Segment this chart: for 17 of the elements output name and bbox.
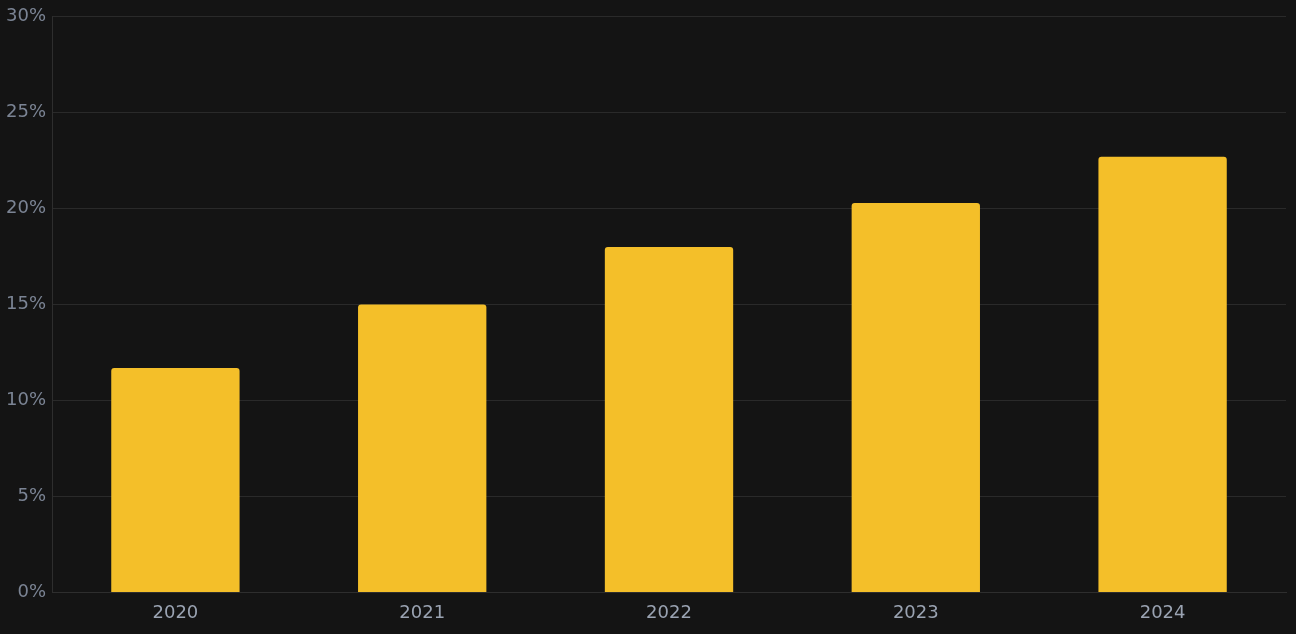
bar <box>851 202 980 592</box>
bar <box>358 304 487 592</box>
x-tick-label: 2021 <box>399 600 446 622</box>
bar <box>604 247 734 592</box>
y-tick-label: 10% <box>5 388 47 410</box>
x-tick-label: 2022 <box>646 600 692 622</box>
bar <box>111 367 240 592</box>
y-tick-label: 30% <box>5 4 47 26</box>
x-tick-label: 2023 <box>892 600 939 622</box>
y-tick-label: 25% <box>5 100 47 122</box>
x-tick-label: 2024 <box>1139 600 1186 622</box>
y-tick-label: 5% <box>17 484 47 506</box>
y-tick-label: 20% <box>5 196 47 218</box>
bar <box>1098 156 1227 592</box>
y-tick-label: 15% <box>5 292 47 314</box>
x-tick-label: 2020 <box>152 600 199 622</box>
y-tick-label: 0% <box>17 580 47 602</box>
